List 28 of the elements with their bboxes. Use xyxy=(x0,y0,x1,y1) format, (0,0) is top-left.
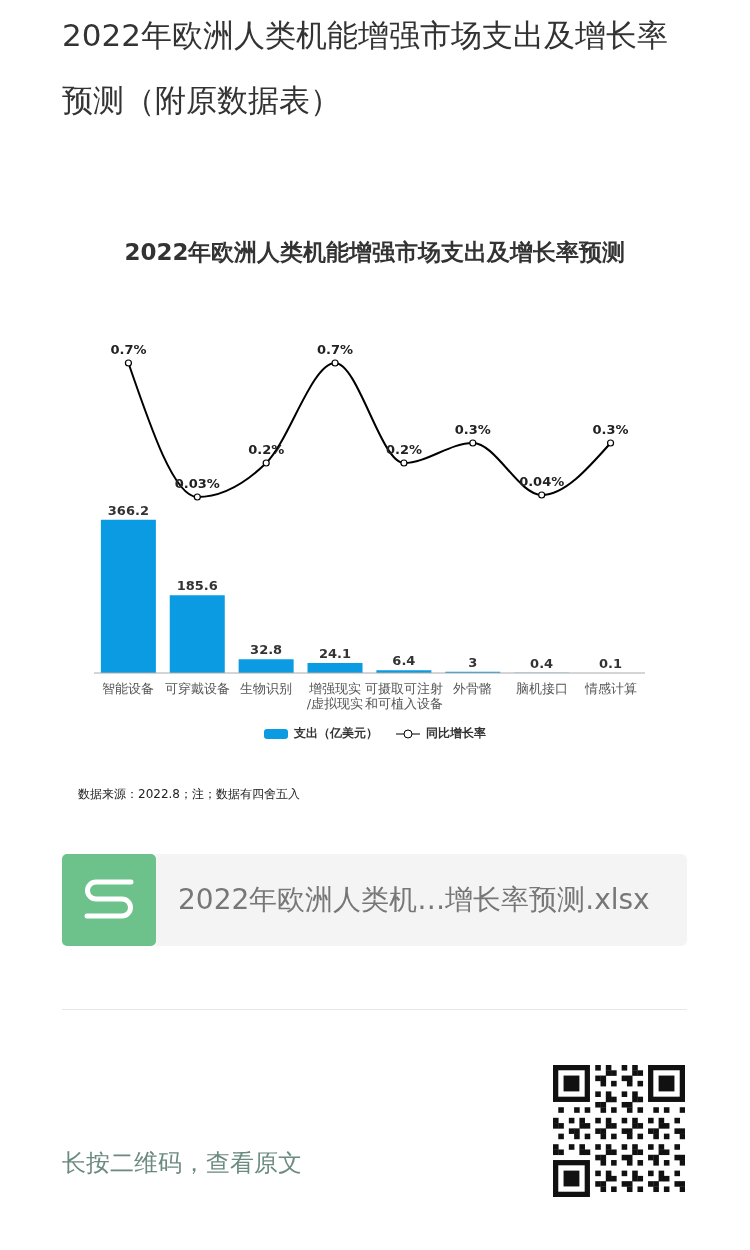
data-label: 3 xyxy=(468,654,478,670)
data-label: 366.2 xyxy=(107,502,149,518)
file-card: 2022年欧洲人类机…增长率预测.xlsx xyxy=(156,854,687,946)
data-label: 6.4 xyxy=(392,653,416,669)
x-tick-label: 可穿戴设备 xyxy=(164,681,230,696)
text: 长按二维码，查看原文 xyxy=(62,1148,302,1179)
chart-title: 2022年欧洲人类机能增强市场支出及增长率预测（附原数据表） xyxy=(62,16,669,120)
x-tick-label: 脑机接口 xyxy=(515,681,568,696)
data-label: 24.1 xyxy=(318,645,352,661)
data-label: 0.7% xyxy=(317,342,354,357)
data-label: 0.04% xyxy=(519,474,565,489)
x-tick-label: 增强现实 /虚拟现实 xyxy=(306,681,364,711)
x-tick-label: 可摄取可注射和可植入设备 xyxy=(364,681,443,711)
data-label: 0.1 xyxy=(599,655,623,671)
data-label: 32.8 xyxy=(250,642,283,658)
source-note: 数据来源：2022.8；注；数据有四舍五入 xyxy=(78,786,300,803)
chart-subtitle: 2022年欧洲人类机能增强市场支出及增长率预测 xyxy=(123,238,627,267)
data-label: 185.6 xyxy=(176,578,218,594)
x-tick-label: 外骨骼 xyxy=(453,681,493,696)
x-tick-label: 生物识别 xyxy=(240,681,293,696)
x-tick-label: 情感计算 xyxy=(583,681,637,696)
data-label: 0.3% xyxy=(454,422,491,437)
data-label: 0.7% xyxy=(110,342,147,357)
legend-label: 支出（亿美元） xyxy=(294,725,378,742)
data-label: 0.4 xyxy=(530,655,554,671)
data-label: 0.3% xyxy=(592,422,629,437)
legend-label: 同比增长率 xyxy=(426,725,486,742)
x-tick-label: 智能设备 xyxy=(102,681,155,696)
